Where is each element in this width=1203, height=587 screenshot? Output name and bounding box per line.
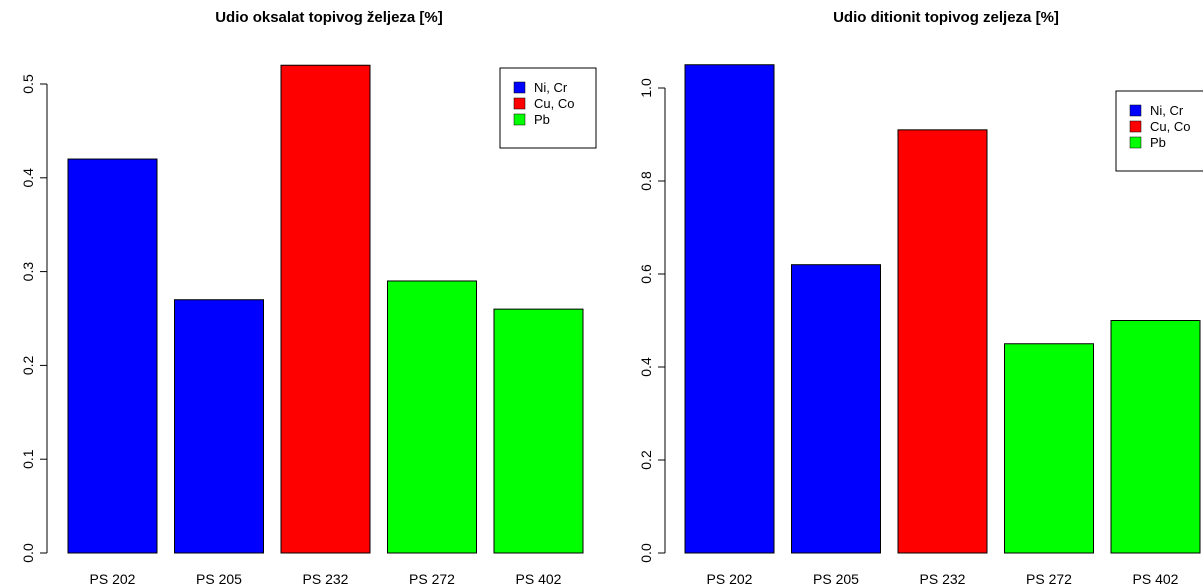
legend-label: Pb bbox=[534, 112, 550, 127]
legend-box bbox=[1115, 90, 1203, 172]
bar-ps-202 bbox=[684, 64, 775, 554]
y-tick-label: 0.4 bbox=[638, 357, 654, 377]
y-tick-label: 0.3 bbox=[20, 262, 36, 282]
chart-dithionite-panel: Udio ditionit topivog zeljeza [%] 0.0 0.2… bbox=[615, 0, 1203, 587]
x-tick-label: PS 205 bbox=[196, 571, 242, 587]
bar-ps-272 bbox=[1004, 343, 1094, 554]
legend-label: Cu, Co bbox=[1150, 119, 1190, 134]
bar-ps-402 bbox=[1110, 320, 1201, 554]
x-tick-label: PS 205 bbox=[813, 571, 859, 587]
y-tick-label: 0.6 bbox=[638, 264, 654, 284]
legend-label: Cu, Co bbox=[534, 96, 574, 111]
chart-title: Udio oksalat topivog željeza [%] bbox=[215, 9, 443, 26]
y-tick-label: 1.0 bbox=[638, 78, 654, 98]
y-axis: 0.0 0.2 0.4 0.6 0.8 1.0 bbox=[638, 78, 666, 563]
legend-swatch bbox=[513, 97, 526, 110]
y-tick-label: 0.1 bbox=[20, 449, 36, 469]
x-tick-label: PS 202 bbox=[707, 571, 753, 587]
bar-ps-232 bbox=[897, 129, 988, 554]
y-tick-label: 0.0 bbox=[638, 543, 654, 563]
legend-label: Ni, Cr bbox=[534, 80, 568, 95]
y-tick-label: 0.5 bbox=[20, 74, 36, 94]
x-tick-label: PS 402 bbox=[1133, 571, 1179, 587]
x-tick-label: PS 232 bbox=[920, 571, 966, 587]
x-tick-label: PS 272 bbox=[409, 571, 455, 587]
y-tick-label: 0.4 bbox=[20, 168, 36, 188]
bar-series bbox=[684, 64, 1201, 554]
chart-title: Udio ditionit topivog zeljeza [%] bbox=[833, 9, 1059, 26]
x-tick-label: PS 402 bbox=[516, 571, 562, 587]
legend-swatch bbox=[1129, 120, 1142, 133]
bar-ps-205 bbox=[174, 299, 264, 554]
y-tick-label: 0.2 bbox=[20, 355, 36, 375]
y-tick-label: 0.2 bbox=[638, 450, 654, 470]
y-axis: 0.0 0.1 0.2 0.3 0.4 0.5 bbox=[20, 74, 48, 563]
bar-series bbox=[67, 64, 584, 554]
legend-swatch bbox=[1129, 136, 1142, 149]
bar-ps-205 bbox=[791, 264, 881, 554]
legend-label: Pb bbox=[1150, 135, 1166, 150]
legend-swatch bbox=[513, 113, 526, 126]
bar-ps-202 bbox=[67, 158, 158, 554]
bar-ps-402 bbox=[493, 308, 584, 554]
x-tick-label: PS 272 bbox=[1026, 571, 1072, 587]
x-tick-label: PS 202 bbox=[90, 571, 136, 587]
legend-label: Ni, Cr bbox=[1150, 103, 1184, 118]
x-axis-labels: PS 202 PS 205 PS 232 PS 272 PS 402 bbox=[90, 571, 562, 587]
bar-ps-232 bbox=[280, 64, 371, 554]
y-tick-label: 0.8 bbox=[638, 171, 654, 191]
chart-oxalate: Udio oksalat topivog željeza [%] 0.00.10… bbox=[20, 9, 597, 587]
x-tick-label: PS 232 bbox=[303, 571, 349, 587]
legend-swatch bbox=[513, 81, 526, 94]
chart-oxalate-panel: Udio oksalat topivog željeza [%] 0.0 0.1 0… bbox=[20, 9, 597, 587]
legend-swatch bbox=[1129, 104, 1142, 117]
x-axis-labels: PS 202 PS 205 PS 232 PS 272 PS 402 bbox=[707, 571, 1179, 587]
chart-dithionite: Udio ditionit topivog zeljeza [%] 0.0 0.2… bbox=[638, 9, 1203, 587]
y-tick-label: 0.0 bbox=[20, 543, 36, 563]
bar-ps-272 bbox=[387, 280, 477, 554]
